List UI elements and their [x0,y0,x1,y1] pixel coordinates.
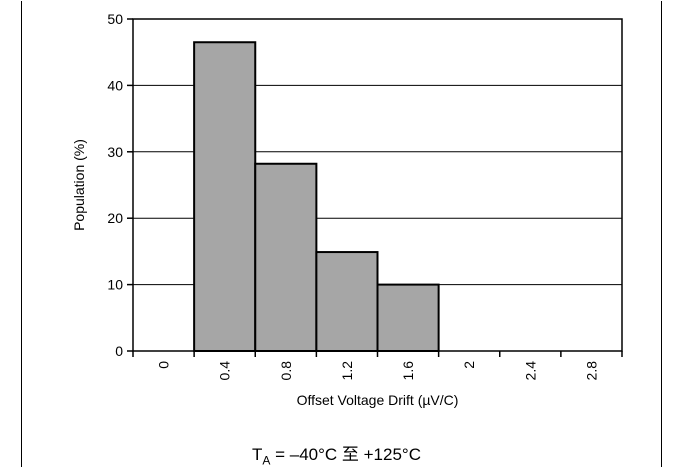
y-tick-label: 20 [107,210,123,226]
figure-frame [21,1,662,467]
x-tick-label: 1.6 [400,361,416,381]
x-tick-label: 0 [156,361,172,369]
y-tick-label: 30 [107,144,123,160]
y-axis-label: Population (%) [71,139,87,231]
y-tick-label: 50 [107,11,123,27]
x-axis: 0 0.4 0.8 1.2 1.6 2 2.4 2.8 [132,351,623,381]
bar-1.2 [315,251,379,352]
x-tick-label: 2.8 [583,361,599,381]
y-tick-label: 0 [115,343,123,359]
caption-symbol: T [251,445,263,464]
bar-1.6 [376,283,440,353]
bar-0.4 [193,41,257,353]
bars [193,41,440,353]
caption-subscript: A [262,453,271,468]
y-axis: 0 10 20 30 40 50 [107,11,133,359]
y-tick-label: 40 [107,77,123,93]
x-tick-label: 2.4 [522,361,538,381]
x-tick-label: 2 [461,361,477,369]
histogram-chart: 0 10 20 30 40 50 0 0.4 0.8 1.2 1.6 2 2.4 2.8 Populat… [71,11,623,408]
x-tick-label: 1.2 [339,361,355,381]
bar-0.8 [254,162,318,352]
test-condition-caption: TA = –40°C 至 +125°C [0,440,673,467]
y-tick-label: 10 [107,277,123,293]
caption-text: = –40°C 至 +125°C [270,445,422,464]
x-axis-label: Offset Voltage Drift (µV/C) [297,392,459,408]
x-tick-label: 0.8 [278,361,294,381]
x-tick-label: 0.4 [217,361,233,381]
